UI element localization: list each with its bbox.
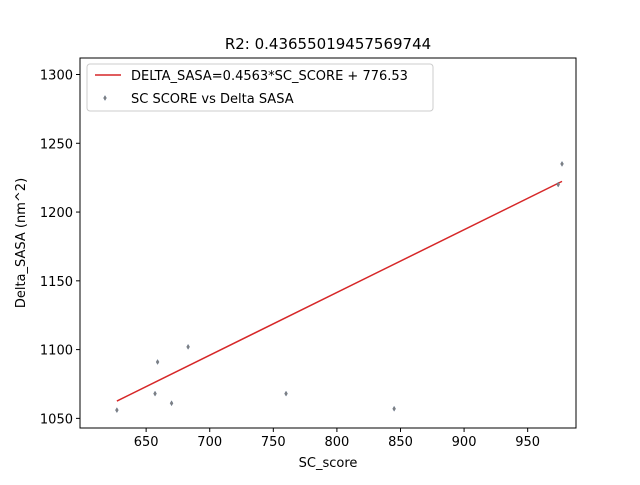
chart-title: R2: 0.43655019457569744	[225, 35, 431, 53]
legend: DELTA_SASA=0.4563*SC_SCORE + 776.53 SC S…	[86, 63, 434, 112]
scatter-point	[560, 161, 564, 167]
y-tick-label: 1100	[40, 344, 73, 359]
axes-frame	[79, 57, 577, 429]
scatter-point	[186, 343, 190, 350]
scatter-point	[284, 390, 288, 397]
legend-frame	[86, 63, 434, 112]
scatter-point	[155, 359, 160, 365]
y-tick-label: 1250	[40, 137, 73, 152]
x-axis-label: SC_score	[299, 456, 358, 471]
x-tick-label: 800	[324, 435, 349, 450]
x-tick-label: 750	[261, 435, 286, 450]
y-axis: 1050 1100 1150 1200 1250 1300	[40, 69, 80, 427]
y-tick-label: 1050	[40, 412, 73, 427]
legend-scatter-label: SC SCORE vs Delta SASA	[131, 92, 294, 107]
x-tick-label: 950	[515, 435, 540, 450]
scatter-point	[153, 390, 157, 397]
scatter-point	[115, 407, 119, 414]
y-tick-label: 1300	[40, 69, 73, 84]
scatter-point	[392, 405, 396, 412]
scatter-point	[556, 181, 560, 188]
legend-point-swatch	[103, 95, 107, 101]
x-tick-label: 900	[452, 435, 477, 450]
x-axis: 650 700 750 800 850 900 950	[134, 428, 540, 450]
y-axis-label: Delta_SASA (nm^2)	[14, 178, 29, 308]
x-tick-label: 650	[134, 435, 159, 450]
regression-line	[116, 180, 563, 402]
y-tick-label: 1150	[40, 275, 73, 290]
y-tick-label: 1200	[40, 206, 73, 221]
scatter-point	[169, 400, 174, 407]
x-tick-label: 850	[388, 435, 413, 450]
x-tick-label: 700	[197, 435, 222, 450]
plot-area	[115, 161, 564, 414]
legend-fit-line-label: DELTA_SASA=0.4563*SC_SCORE + 776.53	[131, 69, 408, 84]
